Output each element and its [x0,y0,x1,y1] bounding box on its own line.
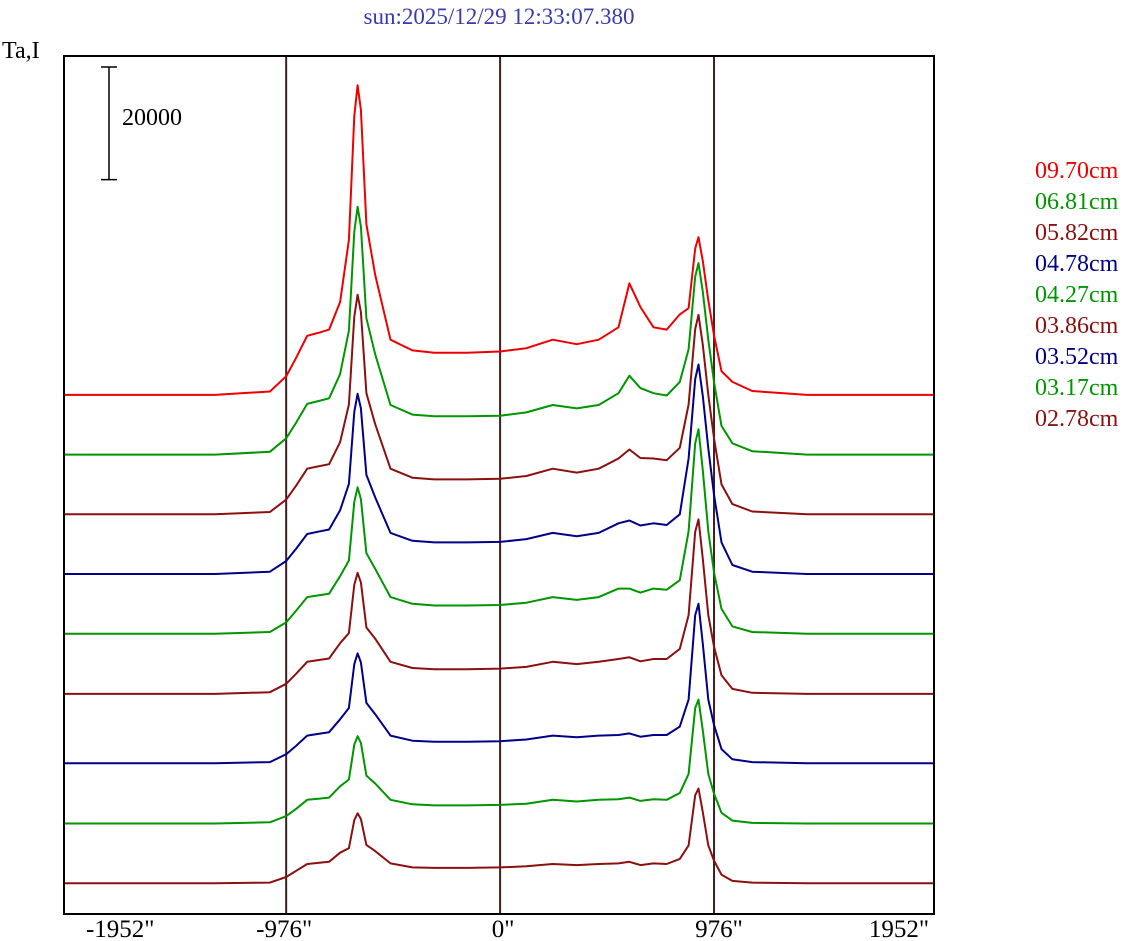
x-tick-label: 976" [695,916,743,941]
series-line [65,428,933,635]
legend-item: 04.78cm [1035,251,1119,277]
legend-item: 04.27cm [1035,282,1119,308]
series-line [65,205,933,456]
plot-svg [65,57,933,913]
scale-bar-label: 20000 [122,105,182,131]
x-tick-label: -1952" [85,916,155,941]
legend-item: 09.70cm [1035,158,1119,184]
legend-item: 03.86cm [1035,313,1119,339]
series-line [65,787,933,885]
plot-title: sun:2025/12/29 12:33:07.380 [363,4,635,29]
x-tick-label: 0" [491,916,515,941]
series-line [65,293,933,516]
x-tick-label: -976" [256,916,313,941]
series-line [65,698,933,825]
x-tick-label: 1952" [868,916,930,941]
series-line [65,363,933,575]
x-axis-labels: -1952" -976" 0" 976" 1952" [0,916,1147,941]
legend-item: 03.17cm [1035,375,1119,401]
legend-item: 05.82cm [1035,220,1119,246]
series-line [65,518,933,695]
legend: 09.70cm 06.81cm 05.82cm 04.78cm 04.27cm 03.86… [1035,156,1118,435]
series-line [65,84,933,396]
legend-item: 06.81cm [1035,189,1119,215]
legend-item: 03.52cm [1035,344,1119,370]
legend-item: 02.78cm [1035,406,1119,432]
plot-area: 20000 [63,55,935,915]
y-axis-label: Ta,I [2,38,40,64]
series-line [65,602,933,765]
